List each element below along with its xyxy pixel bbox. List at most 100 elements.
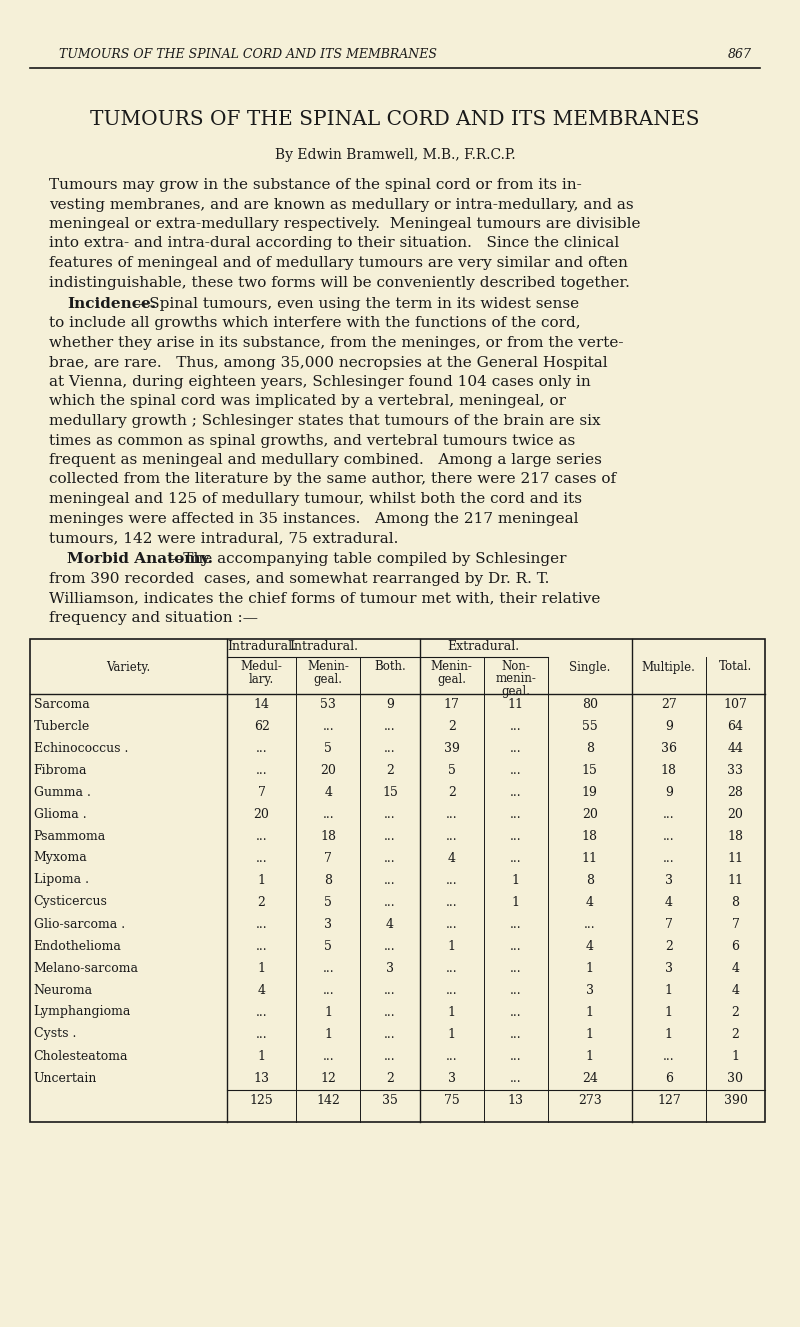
Text: Neuroma: Neuroma <box>34 983 93 997</box>
Text: Tumours may grow in the substance of the spinal cord or from its in-: Tumours may grow in the substance of the… <box>50 178 582 192</box>
Text: ...: ... <box>510 917 522 930</box>
Text: 44: 44 <box>727 742 743 755</box>
Text: ...: ... <box>446 983 458 997</box>
Text: Myxoma: Myxoma <box>34 852 87 864</box>
Text: 20: 20 <box>582 808 598 820</box>
Text: Menin-: Menin- <box>307 661 349 674</box>
Text: 1: 1 <box>586 1027 594 1040</box>
Text: 11: 11 <box>582 852 598 864</box>
Text: 20: 20 <box>727 808 743 820</box>
Text: Incidence.: Incidence. <box>67 297 156 311</box>
Text: 390: 390 <box>723 1093 747 1107</box>
Text: 7: 7 <box>258 786 266 799</box>
Text: 107: 107 <box>723 698 747 710</box>
Text: ...: ... <box>384 896 396 909</box>
Text: geal.: geal. <box>437 673 466 686</box>
Text: 11: 11 <box>727 873 743 886</box>
Text: ...: ... <box>510 940 522 953</box>
Text: Lipoma .: Lipoma . <box>34 873 89 886</box>
Text: features of meningeal and of medullary tumours are very similar and often: features of meningeal and of medullary t… <box>50 256 628 269</box>
Text: 19: 19 <box>582 786 598 799</box>
Text: ...: ... <box>384 1050 396 1063</box>
Text: 1: 1 <box>512 896 520 909</box>
Text: ...: ... <box>256 852 267 864</box>
Text: times as common as spinal growths, and vertebral tumours twice as: times as common as spinal growths, and v… <box>50 434 576 447</box>
Text: geal.: geal. <box>314 673 342 686</box>
Text: 1: 1 <box>665 983 673 997</box>
Text: 7: 7 <box>731 917 739 930</box>
Text: brae, are rare.   Thus, among 35,000 necropsies at the General Hospital: brae, are rare. Thus, among 35,000 necro… <box>50 356 608 369</box>
Text: whether they arise in its substance, from the meninges, or from the verte-: whether they arise in its substance, fro… <box>50 336 624 350</box>
Text: 125: 125 <box>250 1093 274 1107</box>
Text: ...: ... <box>510 852 522 864</box>
Text: ...: ... <box>446 1050 458 1063</box>
Text: 55: 55 <box>582 719 598 733</box>
Text: meningeal and 125 of medullary tumour, whilst both the cord and its: meningeal and 125 of medullary tumour, w… <box>50 492 582 506</box>
Text: 3: 3 <box>324 917 332 930</box>
Text: Extradural.: Extradural. <box>448 641 520 653</box>
Text: 1: 1 <box>324 1006 332 1019</box>
Text: 11: 11 <box>727 852 743 864</box>
Text: 4: 4 <box>731 962 739 974</box>
Text: Psammoma: Psammoma <box>34 829 106 843</box>
Text: 4: 4 <box>448 852 456 864</box>
Text: ...: ... <box>256 829 267 843</box>
Text: Williamson, indicates the chief forms of tumour met with, their relative: Williamson, indicates the chief forms of… <box>50 592 601 605</box>
Text: into extra- and intra-dural according to their situation.   Since the clinical: into extra- and intra-dural according to… <box>50 236 620 251</box>
Text: ...: ... <box>256 763 267 776</box>
Text: 8: 8 <box>586 742 594 755</box>
Text: ...: ... <box>446 808 458 820</box>
Text: ...: ... <box>384 873 396 886</box>
Text: ...: ... <box>384 719 396 733</box>
Text: 33: 33 <box>727 763 743 776</box>
Text: 14: 14 <box>254 698 270 710</box>
Text: Intradural.: Intradural. <box>289 641 358 653</box>
Text: 5: 5 <box>324 896 332 909</box>
Text: ...: ... <box>510 763 522 776</box>
Text: 80: 80 <box>582 698 598 710</box>
Text: Echinococcus .: Echinococcus . <box>34 742 128 755</box>
Text: 15: 15 <box>382 786 398 799</box>
Text: 4: 4 <box>386 917 394 930</box>
Text: to include all growths which interfere with the functions of the cord,: to include all growths which interfere w… <box>50 317 581 330</box>
Text: ...: ... <box>256 1006 267 1019</box>
Text: Lymphangioma: Lymphangioma <box>34 1006 131 1019</box>
Text: ...: ... <box>510 983 522 997</box>
Text: 7: 7 <box>324 852 332 864</box>
Text: 18: 18 <box>727 829 743 843</box>
Text: 2: 2 <box>386 1071 394 1084</box>
Text: ...: ... <box>384 940 396 953</box>
Text: 2: 2 <box>448 719 455 733</box>
Text: 142: 142 <box>316 1093 340 1107</box>
Text: 2: 2 <box>731 1006 739 1019</box>
Text: Glioma .: Glioma . <box>34 808 86 820</box>
Text: ...: ... <box>663 852 674 864</box>
Text: 1: 1 <box>448 1027 456 1040</box>
Text: 9: 9 <box>665 719 673 733</box>
Text: 27: 27 <box>661 698 677 710</box>
Text: 1: 1 <box>665 1027 673 1040</box>
Text: 3: 3 <box>448 1071 456 1084</box>
Text: 8: 8 <box>324 873 332 886</box>
Text: 5: 5 <box>324 742 332 755</box>
Text: 24: 24 <box>582 1071 598 1084</box>
Text: Cholesteatoma: Cholesteatoma <box>34 1050 128 1063</box>
Text: geal.: geal. <box>502 685 530 698</box>
Text: 30: 30 <box>727 1071 743 1084</box>
Text: Fibroma: Fibroma <box>34 763 87 776</box>
Text: 1: 1 <box>258 1050 266 1063</box>
Text: 18: 18 <box>320 829 336 843</box>
Text: 13: 13 <box>254 1071 270 1084</box>
Text: 35: 35 <box>382 1093 398 1107</box>
Text: ...: ... <box>584 917 596 930</box>
Text: Morbid Anatomy.: Morbid Anatomy. <box>67 552 213 567</box>
Text: 273: 273 <box>578 1093 602 1107</box>
Text: Uncertain: Uncertain <box>34 1071 97 1084</box>
Text: 17: 17 <box>444 698 459 710</box>
Text: ...: ... <box>510 1050 522 1063</box>
Text: ...: ... <box>384 808 396 820</box>
Text: 2: 2 <box>665 940 673 953</box>
Text: 1: 1 <box>665 1006 673 1019</box>
Text: Multiple.: Multiple. <box>642 661 696 674</box>
Text: Glio-sarcoma .: Glio-sarcoma . <box>34 917 125 930</box>
